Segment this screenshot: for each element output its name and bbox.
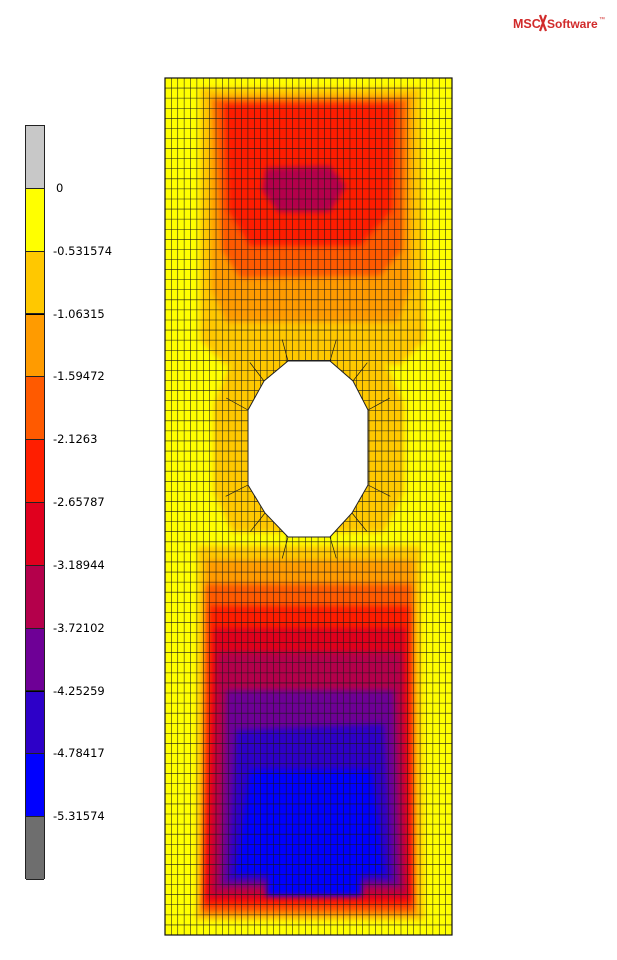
legend-swatch [26,503,44,566]
legend-swatch [26,251,44,315]
logo-trademark: ™ [599,16,605,23]
legend-swatch [26,754,44,818]
legend-label: -2.1263 [53,432,98,447]
legend-swatch [26,314,44,378]
legend-label: -1.06315 [53,306,105,321]
hole-radial-mesh [225,339,391,559]
color-legend-bar [25,125,45,880]
legend-swatch [26,440,44,503]
legend-label: -0.531574 [53,243,113,258]
legend-swatch [26,377,44,441]
legend-swatch [26,188,44,252]
legend-label: 0 [56,180,64,195]
legend-label: -4.78417 [53,746,105,761]
legend-swatch [26,817,44,880]
legend-label: -1.59472 [53,369,105,384]
legend-label: -3.18944 [53,557,105,572]
legend-label: -5.31574 [53,809,105,824]
legend-swatch [26,565,44,629]
logo-x-icon [538,14,548,32]
logo-text-software: Software [547,17,598,31]
plate-outline [164,77,453,936]
legend-swatch [26,628,44,692]
logo-text-msc: MSC [513,17,541,31]
contour-lower-peak [266,812,362,896]
msc-software-logo: MSC Software ™ [513,12,605,34]
legend-label: -4.25259 [53,683,105,698]
legend-label: -2.65787 [53,495,105,509]
legend-swatch [26,126,44,189]
legend-label: -3.72102 [53,620,105,635]
plate-hole [247,360,369,538]
legend-swatch [26,691,44,755]
